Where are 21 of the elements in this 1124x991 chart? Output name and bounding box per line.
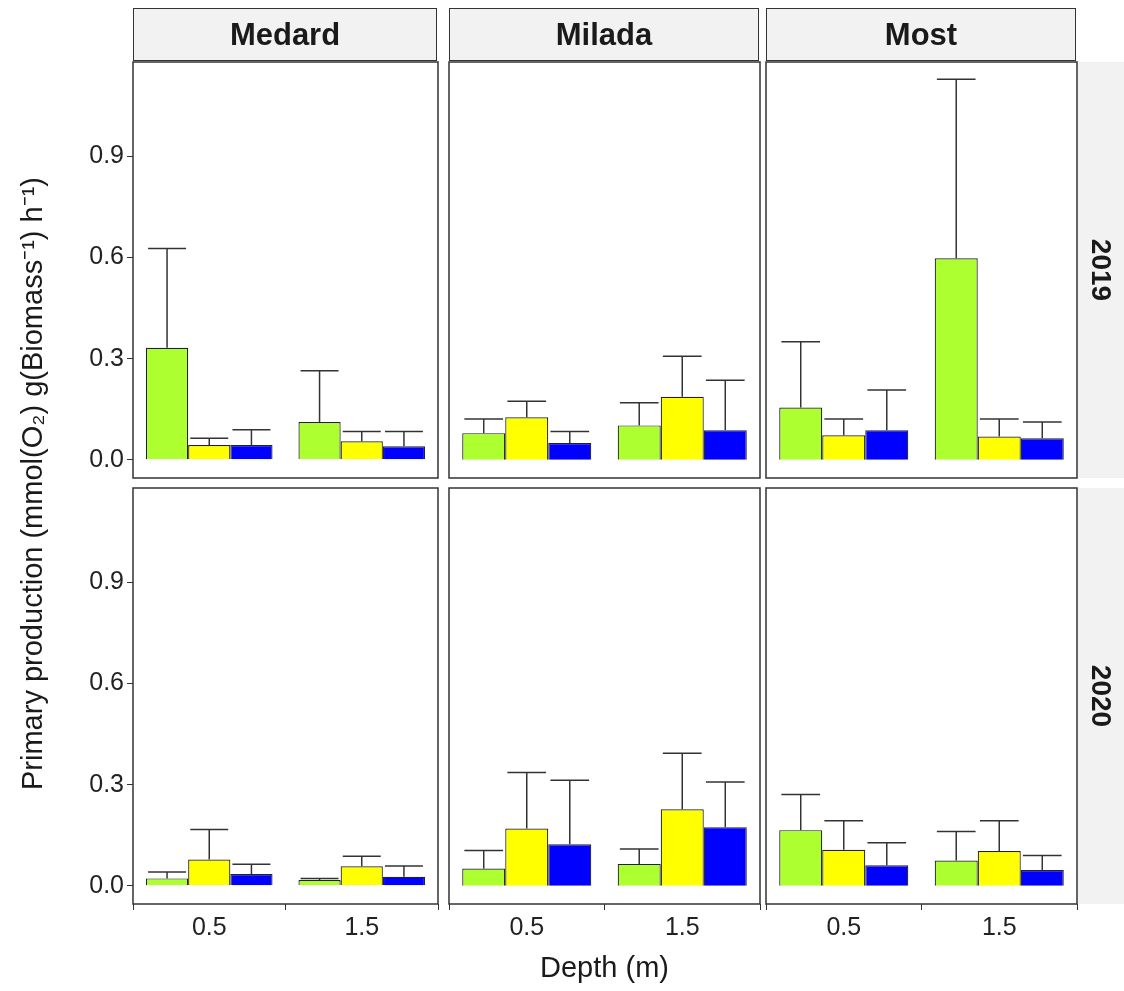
y-tick-label: 0.3 <box>89 768 124 797</box>
y-tick-label: 0.6 <box>89 667 124 696</box>
y-tick-label: 0.9 <box>89 140 124 169</box>
y-tick-label: 0.0 <box>89 869 124 898</box>
x-tick-label: 1.5 <box>664 911 700 940</box>
x-tick-label: 0.5 <box>509 911 545 940</box>
chart-title: Medard <box>133 8 437 61</box>
x-tick-label: 0.5 <box>191 911 227 940</box>
x-tick-label: 0.5 <box>826 911 862 940</box>
x-axis-title: Depth (m) <box>539 951 670 984</box>
y-axis-title: Primary production (mmol(O₂) g(Biomass⁻¹) h⁻¹) <box>14 176 49 790</box>
y-tick-label: 0.6 <box>89 241 124 270</box>
x-tick-label: 1.5 <box>344 911 380 940</box>
y-tick-label: 0.9 <box>89 566 124 595</box>
chart-title: Most <box>766 8 1076 61</box>
x-tick-label: 1.5 <box>981 911 1017 940</box>
y-tick-label: 0.3 <box>89 342 124 371</box>
chart-title: Milada <box>449 8 759 61</box>
y-tick-label: 0.0 <box>89 443 124 472</box>
text: 2020 <box>1085 664 1118 728</box>
text: 2019 <box>1085 238 1118 302</box>
